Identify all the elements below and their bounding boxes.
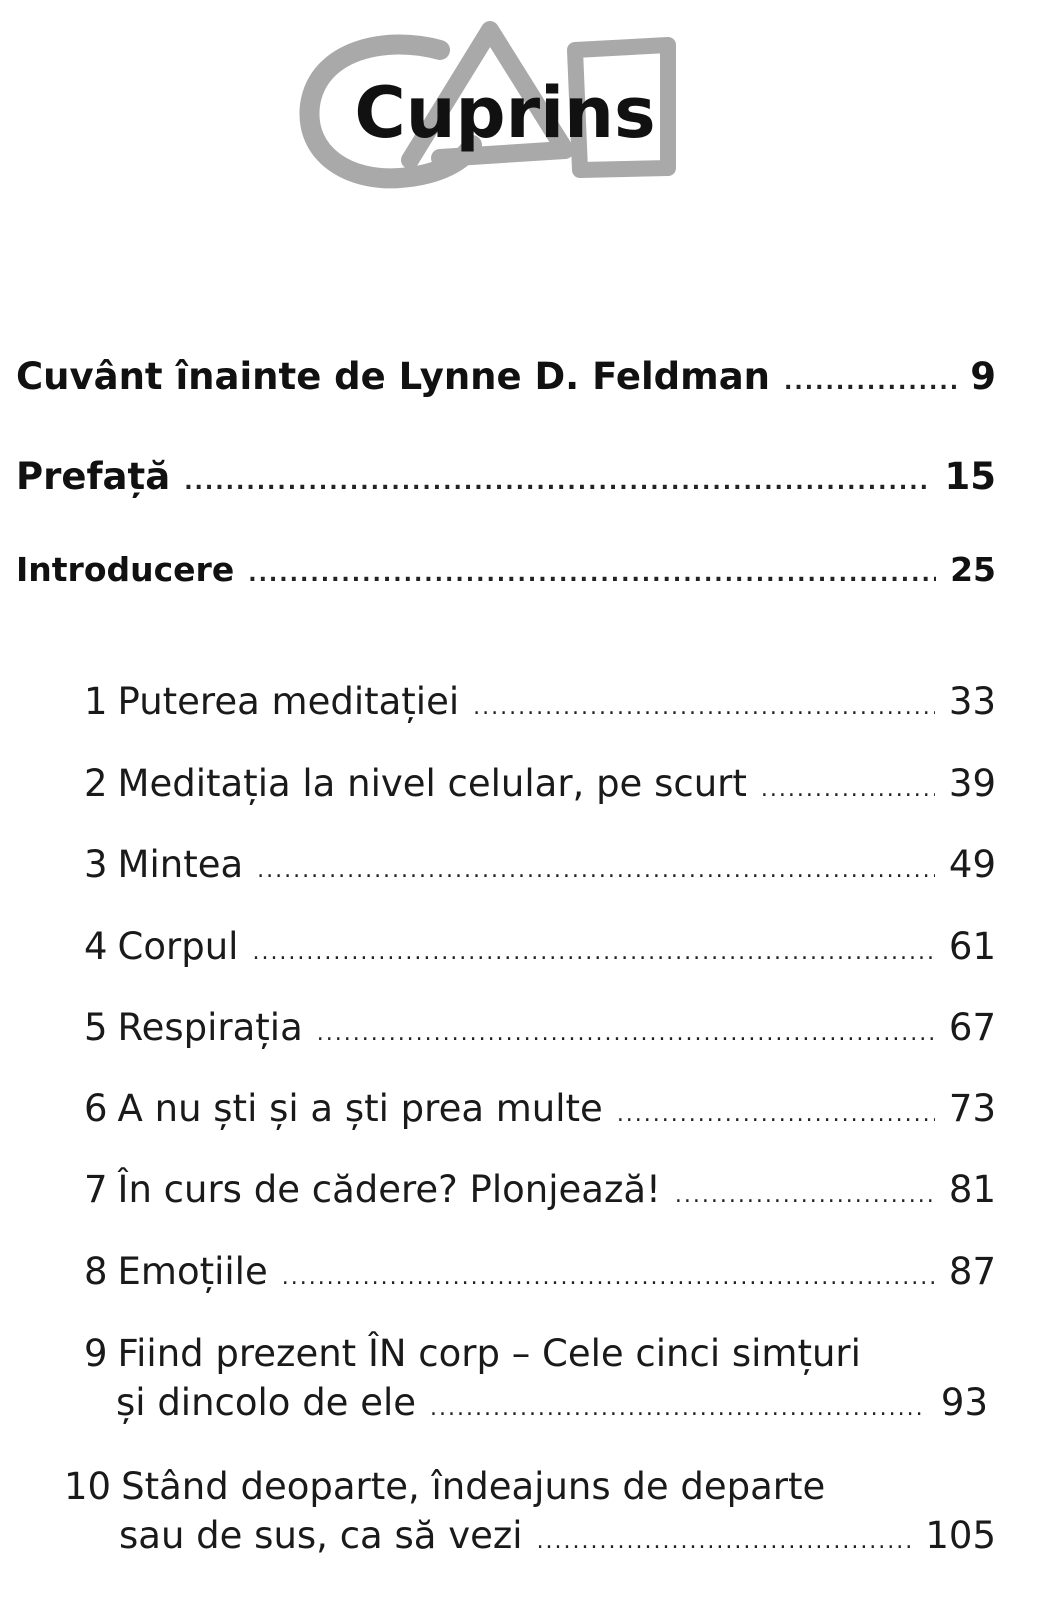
dot-leader — [317, 1021, 935, 1046]
dot-leader — [248, 562, 936, 587]
toc-entry-page: 73 — [948, 1087, 996, 1130]
toc-entry-label: Cuvânt înainte de Lynne D. Feldman — [16, 355, 771, 398]
chapter-title-line-1: Stând deoparte, îndeajuns de departe — [121, 1465, 826, 1508]
chapter-number: 4 — [84, 925, 108, 968]
chapter-number: 1 — [84, 680, 108, 723]
toc-entry-label: Introducere — [16, 550, 235, 589]
toc-entry-foreword[interactable]: Cuvânt înainte de Lynne D. Feldman 9 — [16, 355, 996, 398]
toc-entry-label: 8 Emoțiile — [84, 1250, 268, 1293]
toc-entry-page: 15 — [944, 455, 997, 498]
title-block: Cuprins — [290, 10, 690, 200]
chapter-title: În curs de cădere? Plonjează! — [117, 1168, 661, 1211]
toc-entry-label: Prefață — [16, 455, 171, 498]
chapter-number: 2 — [84, 762, 108, 805]
chapter-title-line-2: și dincolo de ele — [116, 1381, 417, 1424]
chapter-number: 3 — [84, 843, 108, 886]
brush-circle — [299, 34, 482, 189]
toc-entry-page: 105 — [925, 1514, 996, 1557]
brush-square — [567, 37, 676, 178]
toc-entry-label: 3 Mintea — [84, 843, 243, 886]
toc-entry-chapter-10[interactable]: 10 Stând deoparte, îndeajuns de departe s… — [64, 1465, 996, 1557]
toc-entry-page: 25 — [950, 550, 996, 589]
chapter-title: A nu ști și a ști prea multe — [117, 1087, 603, 1130]
toc-entry-page: 49 — [948, 843, 996, 886]
chapter-number: 7 — [84, 1168, 108, 1211]
toc-entry-label: 9 Fiind prezent ÎN corp – Cele cinci simț… — [84, 1332, 996, 1375]
toc-entry-chapter-9[interactable]: 9 Fiind prezent ÎN corp – Cele cinci simț… — [84, 1332, 996, 1424]
toc-entry-page: 67 — [948, 1006, 996, 1049]
chapter-number: 9 — [84, 1332, 108, 1375]
toc-entry-preface[interactable]: Prefață 15 — [16, 455, 996, 498]
toc-entry-page: 81 — [948, 1168, 996, 1211]
toc-entry-page: 33 — [948, 680, 996, 723]
chapter-title: Respirația — [117, 1006, 303, 1049]
toc-entry-page: 87 — [948, 1250, 996, 1293]
toc-entry-page: 9 — [970, 355, 996, 398]
toc-entry-continuation: sau de sus, ca să vezi 105 — [119, 1514, 996, 1557]
dot-leader — [537, 1529, 912, 1554]
dot-leader — [184, 470, 930, 495]
page-title: Cuprins — [354, 72, 656, 154]
chapter-title: Mintea — [117, 843, 244, 886]
toc-entry-page: 61 — [948, 925, 996, 968]
chapter-title: Meditația la nivel celular, pe scurt — [117, 762, 747, 805]
brush-shapes-illustration — [299, 21, 676, 189]
toc-entry-chapter-7[interactable]: 7În curs de cădere? Plonjează! 81 — [84, 1168, 996, 1211]
chapter-number: 10 — [64, 1465, 112, 1508]
toc-entry-label: 10 Stând deoparte, îndeajuns de departe — [64, 1465, 996, 1508]
chapter-title-line-1: Fiind prezent ÎN corp – Cele cinci simțu… — [117, 1332, 861, 1375]
dot-leader — [282, 1265, 935, 1290]
chapter-title: Emoțiile — [117, 1250, 268, 1293]
toc-entry-label: 4 Corpul — [84, 925, 238, 968]
dot-leader — [252, 940, 934, 965]
chapter-number: 8 — [84, 1250, 108, 1293]
toc-entry-label: 7 În curs de cădere? Plonjează! — [84, 1168, 661, 1211]
chapter-title-line-2: sau de sus, ca să vezi — [119, 1514, 523, 1557]
dot-leader — [430, 1396, 927, 1421]
dot-leader — [784, 370, 956, 395]
toc-entry-introduction[interactable]: Introducere 25 — [16, 550, 996, 589]
chapter-number: 6 — [84, 1087, 108, 1130]
toc-entry-label: 5 Respirația — [84, 1006, 303, 1049]
toc-entry-chapter-6[interactable]: 6A nu ști și a ști prea multe 73 — [84, 1087, 996, 1130]
dot-leader — [761, 777, 935, 802]
toc-entry-page: 93 — [940, 1381, 988, 1424]
toc-entry-continuation: și dincolo de ele 93 — [116, 1381, 988, 1424]
brush-triangle — [401, 21, 574, 169]
dot-leader — [617, 1102, 935, 1127]
chapter-title: Puterea meditației — [117, 680, 460, 723]
dot-leader — [473, 695, 935, 720]
dot-leader — [257, 858, 935, 883]
toc-entry-page: 39 — [948, 762, 996, 805]
dot-leader — [675, 1183, 935, 1208]
chapter-number: 5 — [84, 1006, 108, 1049]
toc-entry-label: 1 Puterea meditației — [84, 680, 459, 723]
chapter-title: Corpul — [117, 925, 239, 968]
toc-entry-label: 2 Meditația la nivel celular, pe scurt — [84, 762, 747, 805]
